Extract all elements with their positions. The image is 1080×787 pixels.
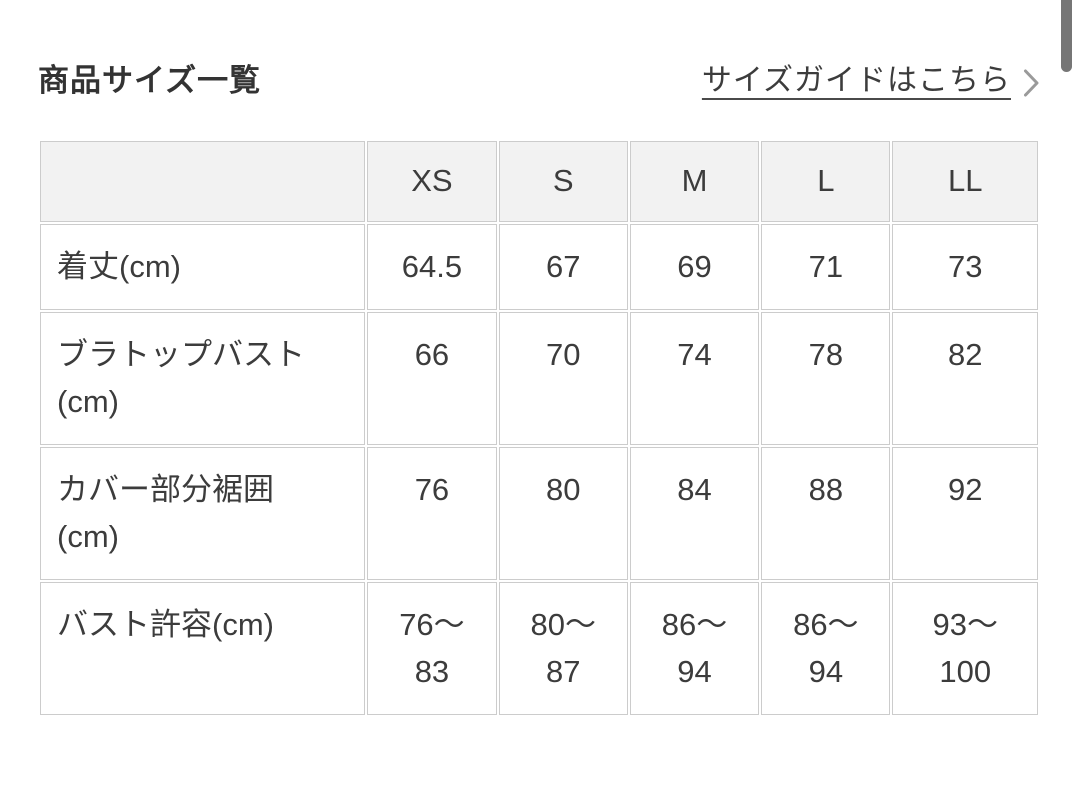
measurement-value: 76 bbox=[367, 447, 497, 581]
measurement-value: 80〜 87 bbox=[498, 582, 628, 716]
size-table-header-row: XS S M L LL bbox=[40, 141, 1038, 222]
size-table-row: 着丈(cm) 64.5 67 69 71 73 bbox=[40, 223, 1038, 311]
measurement-value: 93〜 100 bbox=[892, 582, 1038, 716]
measurement-value: 74 bbox=[629, 312, 760, 446]
page-title: 商品サイズ一覧 bbox=[38, 63, 262, 98]
measurement-value: 70 bbox=[498, 312, 628, 446]
measurement-value: 82 bbox=[892, 312, 1038, 446]
measurement-value: 69 bbox=[629, 223, 760, 311]
measurement-value: 71 bbox=[761, 223, 891, 311]
measurement-label: カバー部分裾囲 (cm) bbox=[40, 447, 366, 581]
measurement-value: 88 bbox=[761, 447, 891, 581]
size-table-row: バスト許容(cm) 76〜 83 80〜 87 86〜 94 86〜 94 93〜 100 bbox=[40, 582, 1038, 716]
section-header: 商品サイズ一覧 サイズガイドはこちら bbox=[38, 62, 1040, 99]
measurement-value: 86〜 94 bbox=[761, 582, 891, 716]
size-table: XS S M L LL 着丈(cm) 64.5 67 69 71 73 ブラトップバスト (cm) 6… bbox=[38, 139, 1040, 717]
measurement-value: 78 bbox=[761, 312, 891, 446]
size-table-row: カバー部分裾囲 (cm) 76 80 84 88 92 bbox=[40, 447, 1038, 581]
measurement-value: 92 bbox=[892, 447, 1038, 581]
product-size-section: 商品サイズ一覧 サイズガイドはこちら XS S M L LL 着丈(cm) 64.5 67 6… bbox=[38, 62, 1040, 717]
measurement-value: 66 bbox=[367, 312, 497, 446]
size-guide-link-label: サイズガイドはこちら bbox=[701, 64, 1011, 98]
size-column-header: M bbox=[629, 141, 760, 222]
measurement-label: 着丈(cm) bbox=[40, 223, 366, 311]
measurement-value: 73 bbox=[892, 223, 1038, 311]
size-column-header: L bbox=[761, 141, 891, 222]
size-table-body: 着丈(cm) 64.5 67 69 71 73 ブラトップバスト (cm) 66 70 74 78 8… bbox=[40, 223, 1038, 716]
size-column-header: LL bbox=[892, 141, 1038, 222]
vertical-scrollbar-thumb[interactable] bbox=[1061, 0, 1072, 72]
size-column-header: S bbox=[498, 141, 628, 222]
measurement-value: 76〜 83 bbox=[367, 582, 497, 716]
size-table-corner-cell bbox=[40, 141, 366, 222]
measurement-label: ブラトップバスト (cm) bbox=[40, 312, 366, 446]
size-table-row: ブラトップバスト (cm) 66 70 74 78 82 bbox=[40, 312, 1038, 446]
measurement-value: 80 bbox=[498, 447, 628, 581]
measurement-value: 67 bbox=[498, 223, 628, 311]
measurement-value: 64.5 bbox=[367, 223, 497, 311]
measurement-label: バスト許容(cm) bbox=[40, 582, 366, 716]
measurement-value: 84 bbox=[629, 447, 760, 581]
size-column-header: XS bbox=[367, 141, 497, 222]
chevron-right-icon bbox=[1024, 69, 1039, 97]
measurement-value: 86〜 94 bbox=[629, 582, 760, 716]
size-guide-link[interactable]: サイズガイドはこちら bbox=[702, 63, 1040, 99]
